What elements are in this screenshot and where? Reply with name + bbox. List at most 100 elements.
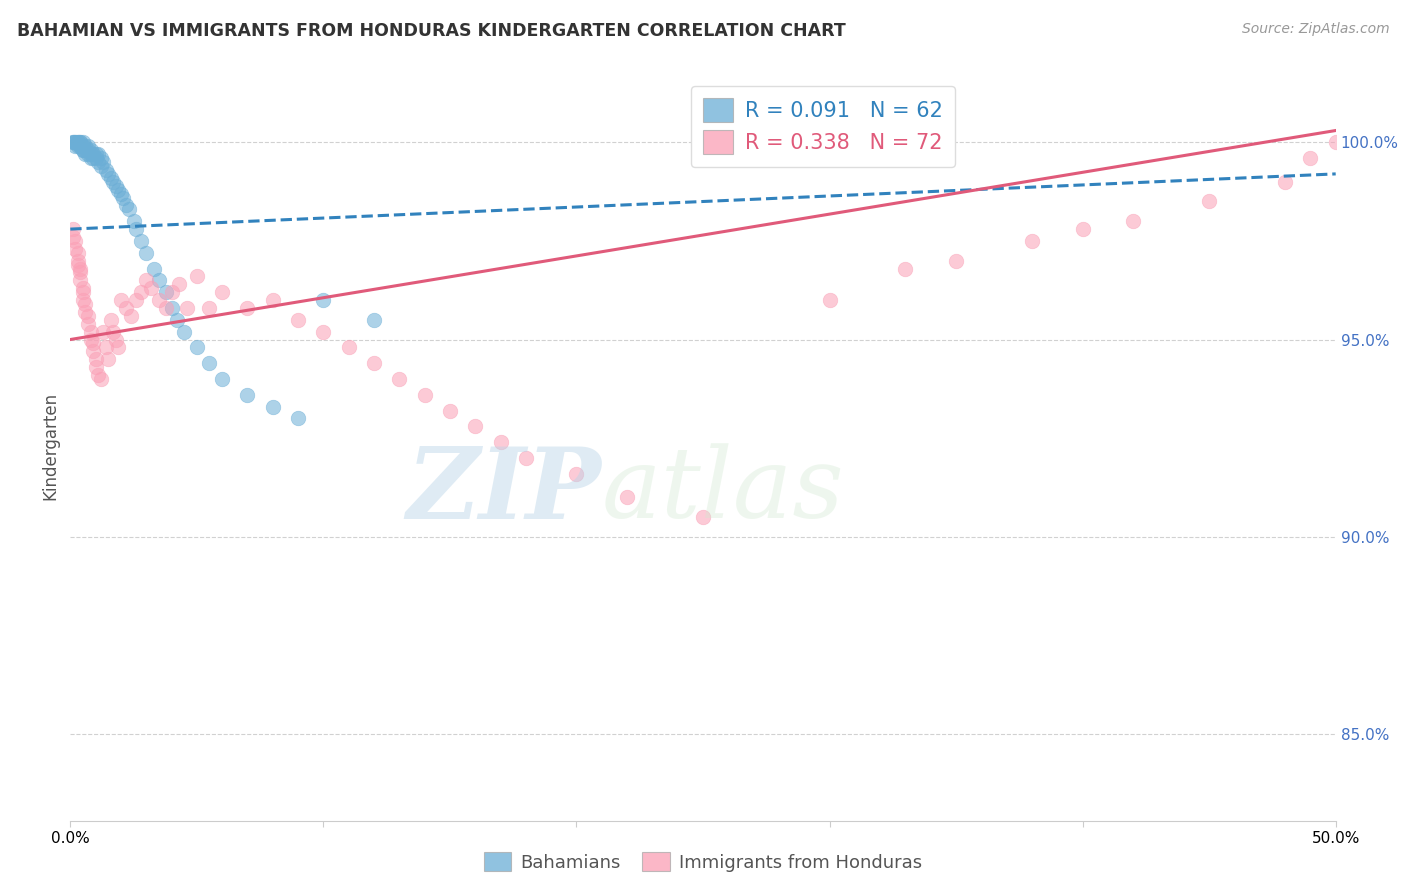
Point [945, 253, 967, 268]
Point [69, 139, 91, 153]
Point [1198, 194, 1220, 209]
Point [72, 139, 94, 153]
Point [69, 265, 91, 279]
Point [79, 143, 101, 157]
Point [66, 253, 89, 268]
Point [166, 313, 188, 327]
Point [77, 317, 100, 331]
Point [135, 245, 157, 260]
Point [107, 183, 129, 197]
Point [103, 325, 125, 339]
Point [155, 301, 177, 315]
Point [312, 293, 335, 307]
Point [155, 285, 177, 300]
Point [104, 178, 127, 193]
Point [75, 297, 97, 311]
Legend: R = 0.091   N = 62, R = 0.338   N = 72: R = 0.091 N = 62, R = 0.338 N = 72 [690, 86, 956, 167]
Point [69, 273, 91, 287]
Point [122, 214, 145, 228]
Point [363, 313, 385, 327]
Point [464, 419, 486, 434]
Point [287, 313, 309, 327]
Point [262, 293, 284, 307]
Point [66, 136, 89, 150]
Point [120, 309, 142, 323]
Point [103, 175, 125, 189]
Point [160, 301, 183, 315]
Point [141, 281, 163, 295]
Point [94, 340, 117, 354]
Point [66, 245, 89, 260]
Point [107, 340, 129, 354]
Point [91, 325, 114, 339]
Point [69, 261, 91, 276]
Text: BAHAMIAN VS IMMIGRANTS FROM HONDURAS KINDERGARTEN CORRELATION CHART: BAHAMIAN VS IMMIGRANTS FROM HONDURAS KIN… [17, 22, 845, 40]
Point [79, 151, 101, 165]
Point [160, 285, 183, 300]
Text: ZIP: ZIP [406, 442, 602, 539]
Point [69, 139, 91, 153]
Point [337, 340, 360, 354]
Point [90, 372, 112, 386]
Point [818, 293, 841, 307]
Point [167, 277, 190, 292]
Point [148, 293, 170, 307]
Point [100, 313, 122, 327]
Point [692, 510, 714, 524]
Point [66, 139, 89, 153]
Point [75, 139, 97, 153]
Text: atlas: atlas [602, 443, 845, 539]
Point [69, 136, 91, 150]
Point [72, 143, 94, 157]
Point [1071, 222, 1094, 236]
Point [65, 242, 87, 256]
Point [135, 273, 157, 287]
Point [72, 143, 94, 157]
Point [1021, 234, 1043, 248]
Point [65, 139, 87, 153]
Point [62, 136, 84, 150]
Point [79, 147, 101, 161]
Text: Source: ZipAtlas.com: Source: ZipAtlas.com [1241, 22, 1389, 37]
Point [104, 333, 127, 347]
Point [75, 147, 97, 161]
Point [439, 403, 461, 417]
Point [1122, 214, 1144, 228]
Point [91, 155, 114, 169]
Point [82, 336, 104, 351]
Point [616, 490, 638, 504]
Point [75, 143, 97, 157]
Point [115, 301, 138, 315]
Point [77, 139, 100, 153]
Point [236, 301, 259, 315]
Point [65, 136, 87, 150]
Point [173, 325, 195, 339]
Point [69, 136, 91, 150]
Point [90, 151, 112, 165]
Point [97, 167, 120, 181]
Point [489, 435, 512, 450]
Point [77, 309, 100, 323]
Point [84, 151, 107, 165]
Point [112, 190, 135, 204]
Point [262, 400, 284, 414]
Point [82, 147, 104, 161]
Point [94, 163, 117, 178]
Point [110, 293, 132, 307]
Point [363, 356, 385, 370]
Point [125, 293, 148, 307]
Point [198, 356, 221, 370]
Point [65, 234, 87, 248]
Point [110, 186, 132, 201]
Point [148, 273, 170, 287]
Point [87, 155, 110, 169]
Point [894, 261, 917, 276]
Point [77, 143, 100, 157]
Point [211, 372, 233, 386]
Point [515, 450, 537, 465]
Point [198, 301, 221, 315]
Point [79, 333, 101, 347]
Point [87, 368, 110, 382]
Point [66, 136, 89, 150]
Point [84, 360, 107, 375]
